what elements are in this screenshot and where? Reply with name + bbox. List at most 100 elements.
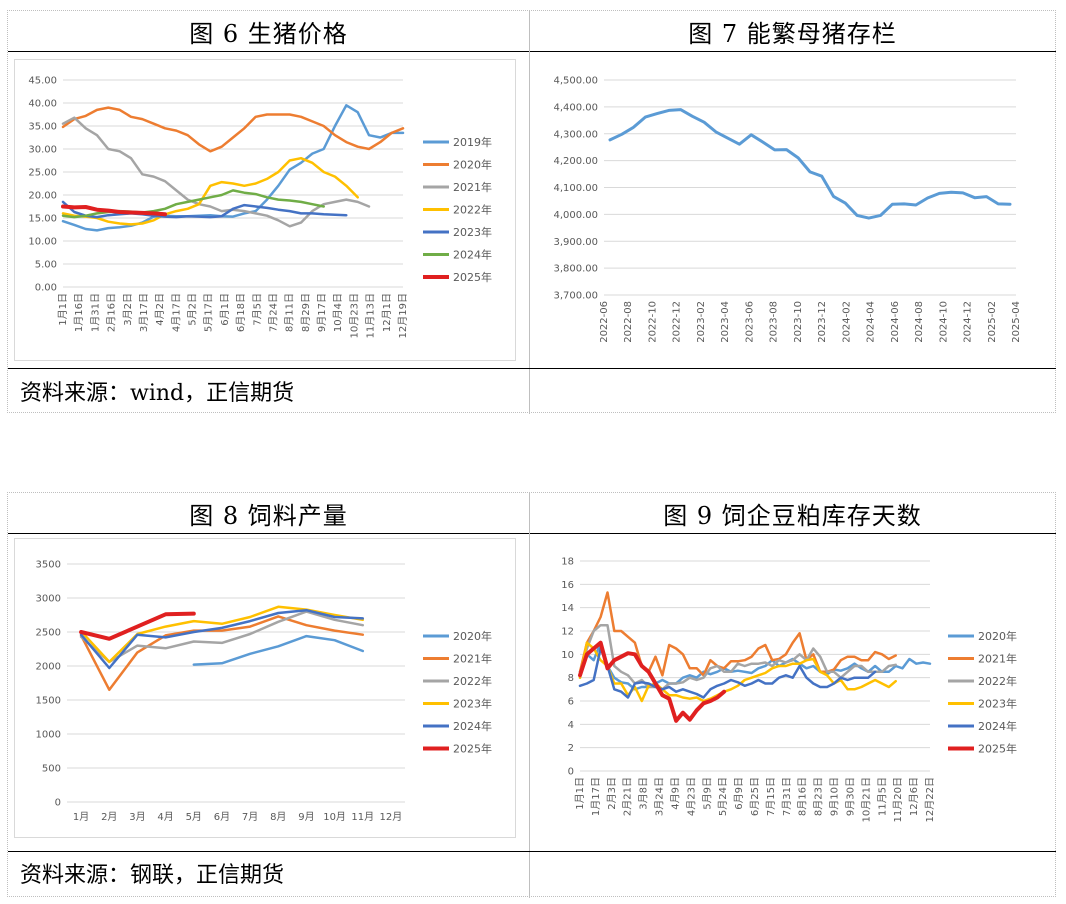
series-line-main — [608, 108, 1012, 220]
x-tick-label: 9月10日 — [829, 777, 841, 816]
legend-label: 2023年 — [978, 697, 1017, 711]
legend-label: 2024年 — [978, 719, 1017, 733]
x-tick-label: 8月11日 — [284, 293, 296, 332]
x-tick-label: 10月 — [323, 811, 346, 823]
x-tick-label: 2024-06 — [890, 301, 901, 343]
x-tick-label: 12月1日 — [381, 293, 393, 332]
x-tick-label: 2023-06 — [744, 301, 755, 343]
y-tick-label: 12 — [561, 627, 574, 638]
y-tick-label: 4,200.00 — [553, 156, 598, 167]
legend-label: 2025年 — [453, 742, 492, 756]
x-tick-label: 11月20日 — [892, 777, 904, 822]
x-tick-label: 8月29日 — [300, 293, 312, 332]
series-line-2025年 — [79, 611, 196, 641]
y-tick-label: 40.00 — [28, 99, 57, 110]
x-tick-label: 6月 — [214, 811, 230, 823]
x-tick-label: 1月17日 — [590, 777, 602, 816]
sow-inventory-chart-svg: 4,500.00 4,400.00 4,300.00 4,200.00 4,100.00… — [553, 76, 1022, 343]
x-tick-label: 5月24日 — [717, 777, 729, 816]
series-line-2021年 — [578, 591, 897, 677]
y-tick-label: 2 — [568, 743, 574, 754]
x-tick-label: 1月1日 — [574, 777, 586, 810]
x-tick-label: 1月 — [73, 811, 89, 823]
x-tick-label: 2024-02 — [841, 301, 852, 343]
soymeal-days-chart: 18 16 14 12 10 8 6 4 2 0 1月1日 1月17日 2月3日 2月21日 3月8日 3月2… — [539, 538, 1035, 838]
x-tick-label: 9月30日 — [844, 777, 856, 816]
fig9-title: 图 9 饲企豆粕库存天数 — [663, 501, 922, 530]
bottom-figure-table: 图 8 饲料产量 图 9 饲企豆粕库存天数 资料来源：钢联，正信期货 — [7, 492, 1056, 898]
series-line-2020年 — [61, 106, 405, 153]
fig7-title: 图 7 能繁母猪存栏 — [688, 19, 897, 48]
y-tick-label: 45.00 — [28, 76, 57, 87]
x-tick-label: 5月9日 — [701, 777, 713, 810]
x-tick-label: 2024-08 — [914, 301, 925, 343]
y-tick-label: 0 — [55, 798, 61, 809]
legend-label: 2021年 — [453, 652, 492, 666]
y-tick-label: 1500 — [36, 696, 61, 707]
y-tick-label: 3,800.00 — [553, 264, 598, 275]
x-tick-label: 10月4日 — [332, 293, 344, 332]
sow-inventory-chart: 4,500.00 4,400.00 4,300.00 4,200.00 4,100.00… — [539, 59, 1035, 361]
fig8-title: 图 8 饲料产量 — [189, 501, 348, 530]
y-tick-label: 0 — [568, 767, 574, 778]
legend-label: 2022年 — [453, 674, 492, 688]
y-tick-label: 3,900.00 — [553, 237, 598, 248]
x-tick-label: 4月23日 — [685, 777, 697, 816]
x-tick-label: 2022-06 — [599, 301, 610, 343]
legend-label: 2025年 — [978, 742, 1017, 756]
bottom-title-divider — [8, 533, 1056, 534]
y-tick-label: 30.00 — [28, 145, 57, 156]
legend-label: 2019年 — [453, 135, 492, 149]
x-tick-label: 2024-10 — [938, 301, 949, 343]
y-tick-label: 18 — [561, 557, 574, 568]
y-tick-label: 0.00 — [35, 283, 57, 294]
y-tick-label: 20.00 — [28, 191, 57, 202]
x-tick-label: 3月24日 — [654, 777, 666, 816]
legend-label: 2023年 — [453, 225, 492, 239]
y-tick-label: 4,300.00 — [553, 129, 598, 140]
feed-output-chart: 3500 3000 2500 2000 1500 1000 500 0 1月 2月 3月 4月 5月 6月… — [14, 538, 516, 838]
legend-label: 2021年 — [978, 652, 1017, 666]
x-tick-label: 2022-12 — [672, 301, 683, 343]
y-tick-label: 4,000.00 — [553, 210, 598, 221]
bottom-source-divider — [8, 851, 1056, 852]
series-line-2022年 — [79, 610, 365, 664]
x-tick-label: 4月17日 — [170, 293, 182, 332]
y-tick-label: 10.00 — [28, 237, 57, 248]
series-line-2025年 — [578, 640, 727, 723]
x-tick-label: 11月13日 — [365, 293, 377, 338]
series-line-2019年 — [61, 104, 405, 232]
x-tick-label: 4月9日 — [669, 777, 681, 810]
legend-label: 2021年 — [453, 180, 492, 194]
top-source-divider — [8, 368, 1056, 369]
x-tick-label: 6月25日 — [749, 777, 761, 816]
legend-label: 2024年 — [453, 248, 492, 262]
y-tick-label: 35.00 — [28, 122, 57, 133]
x-tick-label: 9月 — [298, 811, 314, 823]
x-tick-label: 10月21日 — [860, 777, 872, 822]
x-tick-label: 3月8日 — [638, 777, 650, 810]
x-tick-label: 7月24日 — [267, 293, 279, 332]
x-tick-label: 8月16日 — [797, 777, 809, 816]
bottom-source-note: 资料来源：钢联，正信期货 — [20, 863, 285, 888]
x-tick-label: 6月1日 — [219, 293, 231, 326]
x-tick-label: 2月21日 — [622, 777, 634, 816]
y-tick-label: 4,500.00 — [553, 76, 598, 87]
x-tick-label: 2022-08 — [623, 301, 634, 343]
y-tick-label: 6 — [568, 697, 574, 708]
series-line-2023年 — [61, 200, 348, 219]
series-line-2020年 — [578, 641, 932, 691]
x-tick-label: 9月17日 — [316, 293, 328, 332]
fig6-title: 图 6 生猪价格 — [189, 19, 348, 48]
x-tick-label: 2023-10 — [793, 301, 804, 343]
pig-price-chart: 45.00 40.00 35.00 30.00 25.00 20.00 15.00 10.00… — [14, 59, 516, 361]
x-tick-label: 7月31日 — [781, 777, 793, 816]
legend-label: 2022年 — [453, 203, 492, 217]
x-tick-label: 12月 — [380, 811, 403, 823]
x-tick-label: 2023-08 — [769, 301, 780, 343]
series-line-2024年 — [61, 189, 325, 219]
top-source-note: 资料来源：wind，正信期货 — [20, 381, 295, 406]
x-tick-label: 2023-02 — [696, 301, 707, 343]
y-tick-label: 16 — [561, 580, 574, 591]
x-tick-label: 7月15日 — [765, 777, 777, 816]
